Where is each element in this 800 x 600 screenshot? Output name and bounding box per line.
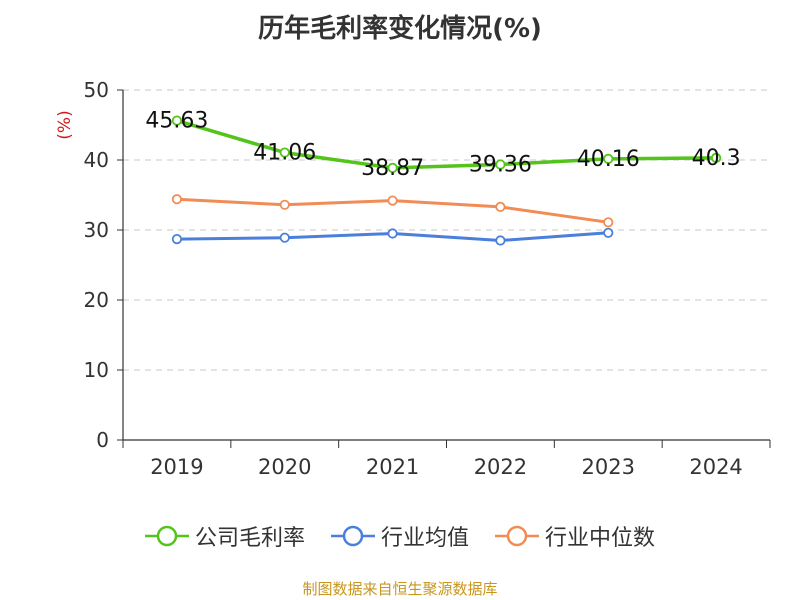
series-2-point-2023 (603, 217, 614, 228)
chart-legend: 公司毛利率 行业均值 行业中位数 (0, 520, 800, 552)
legend-label: 公司毛利率 (194, 526, 305, 551)
legend-marker-icon (495, 525, 539, 547)
data-label-2021: 38.87 (361, 156, 424, 181)
chart-title: 历年毛利率变化情况(%) (258, 14, 542, 44)
data-label-2022: 39.36 (469, 152, 532, 177)
x-tick-label-2024: 2024 (689, 455, 742, 479)
legend-label: 行业中位数 (545, 526, 656, 551)
x-tick-label-2021: 2021 (366, 455, 419, 479)
series-2-point-2019 (171, 194, 183, 205)
series-0-point-2020 (279, 147, 290, 158)
series-0-point-2021 (387, 162, 398, 174)
data-label-2023: 40.16 (577, 147, 640, 172)
legend-marker-icon (330, 525, 375, 547)
data-source-note: 制图数据来自恒生聚源数据库 (302, 580, 498, 598)
legend-label: 行业均值 (380, 526, 469, 551)
series-1-point-2020 (279, 232, 290, 243)
legend-item-2[interactable]: 行业中位数 (495, 520, 655, 552)
series-1-point-2021 (387, 228, 398, 239)
series-0-point-2023 (603, 153, 614, 164)
series-2-point-2020 (279, 199, 290, 210)
legend-marker-icon (144, 525, 189, 547)
series-1-point-2022 (495, 235, 506, 246)
x-tick-label-2020: 2020 (258, 455, 311, 479)
y-tick-label-20: 20 (84, 288, 109, 312)
data-label-2019: 45.63 (145, 109, 208, 134)
series-1-point-2019 (171, 234, 183, 245)
data-label-2020: 41.06 (253, 141, 316, 166)
legend-item-0[interactable]: 公司毛利率 (144, 520, 305, 552)
x-tick-label-2019: 2019 (150, 455, 203, 479)
y-tick-label-40: 40 (84, 148, 109, 172)
y-tick-label-50: 50 (84, 78, 109, 102)
data-label-2024: 40.3 (692, 146, 741, 171)
y-tick-label-0: 0 (96, 428, 109, 452)
x-tick-label-2023: 2023 (582, 455, 635, 479)
series-0-point-2022 (495, 159, 506, 170)
x-tick-label-2022: 2022 (474, 455, 527, 479)
series-line-0 (176, 118, 717, 170)
series-2-point-2022 (495, 201, 506, 212)
legend-item-1[interactable]: 行业均值 (330, 520, 469, 552)
y-tick-label-30: 30 (84, 218, 109, 242)
series-2-point-2021 (387, 195, 398, 206)
y-axis-unit-label: (%) (55, 110, 75, 139)
series-0-point-2024 (710, 152, 722, 163)
series-1-point-2023 (603, 227, 614, 238)
y-tick-label-10: 10 (84, 358, 109, 382)
series-0-point-2019 (171, 115, 183, 126)
